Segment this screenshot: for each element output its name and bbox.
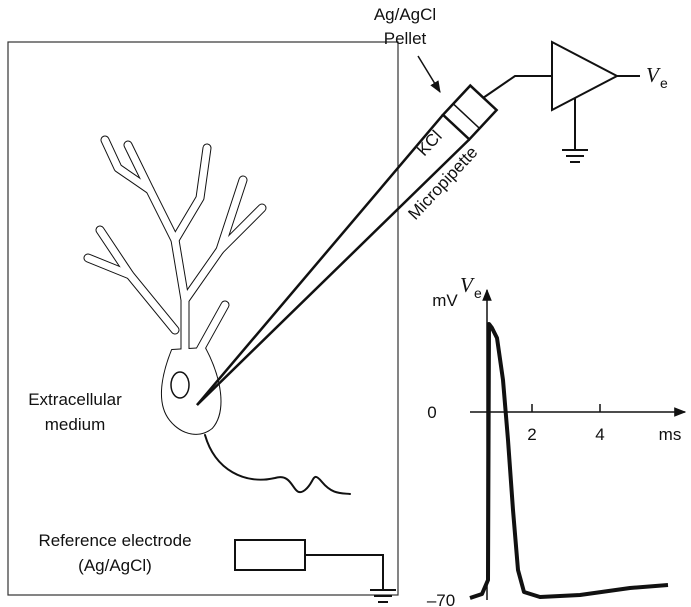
pellet-label: Ag/AgCl — [374, 5, 436, 24]
reference-label: Reference electrode — [38, 531, 191, 550]
micropipette: KCl Micropipette — [196, 83, 499, 406]
neuron — [83, 135, 351, 495]
reference-label: (Ag/AgCl) — [78, 556, 152, 575]
x-tick-label: 4 — [595, 425, 604, 444]
medium-label: medium — [45, 415, 105, 434]
micropipette-label: Micropipette — [404, 143, 481, 224]
amplifier — [482, 40, 640, 163]
bath — [7, 41, 399, 596]
output-subscript: e — [660, 75, 668, 91]
y-unit: mV — [432, 291, 458, 310]
graph — [469, 288, 687, 600]
medium-label: Extracellular — [28, 390, 122, 409]
x-tick-label: 2 — [527, 425, 536, 444]
y-tick-label: 0 — [427, 403, 436, 422]
y-symbol: V — [460, 273, 475, 297]
y-tick-label: –70 — [427, 591, 455, 607]
pellet-arrow — [417, 55, 441, 94]
pellet-label: Pellet — [384, 29, 427, 48]
kcl-label: KCl — [413, 127, 446, 160]
y-subscript: e — [474, 285, 482, 301]
x-unit: ms — [659, 425, 682, 444]
reference-electrode — [234, 539, 396, 603]
output-label: V — [646, 63, 661, 87]
